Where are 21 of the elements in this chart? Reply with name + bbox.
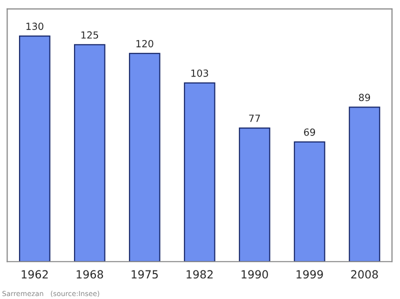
x-tick-label: 1990 <box>242 270 268 279</box>
bar <box>348 106 380 262</box>
data-label: 103 <box>191 69 208 77</box>
bar <box>74 44 106 262</box>
data-label: 89 <box>358 94 370 102</box>
x-tick-label: 1975 <box>132 270 158 279</box>
x-tick-label: 1999 <box>296 270 323 279</box>
x-tick-label: 2008 <box>351 270 378 279</box>
bar <box>19 35 50 262</box>
data-label: 130 <box>26 22 44 30</box>
data-label: 120 <box>136 40 154 48</box>
x-tick-label: 1968 <box>76 270 104 279</box>
bar <box>294 141 326 262</box>
x-tick-label: 1962 <box>22 270 48 279</box>
bar <box>128 52 160 262</box>
bar <box>238 127 270 262</box>
bar <box>184 82 216 262</box>
data-label: 125 <box>81 31 98 39</box>
data-label: 69 <box>304 128 316 136</box>
data-label: 77 <box>249 114 260 122</box>
x-tick-label: 1982 <box>186 270 213 279</box>
